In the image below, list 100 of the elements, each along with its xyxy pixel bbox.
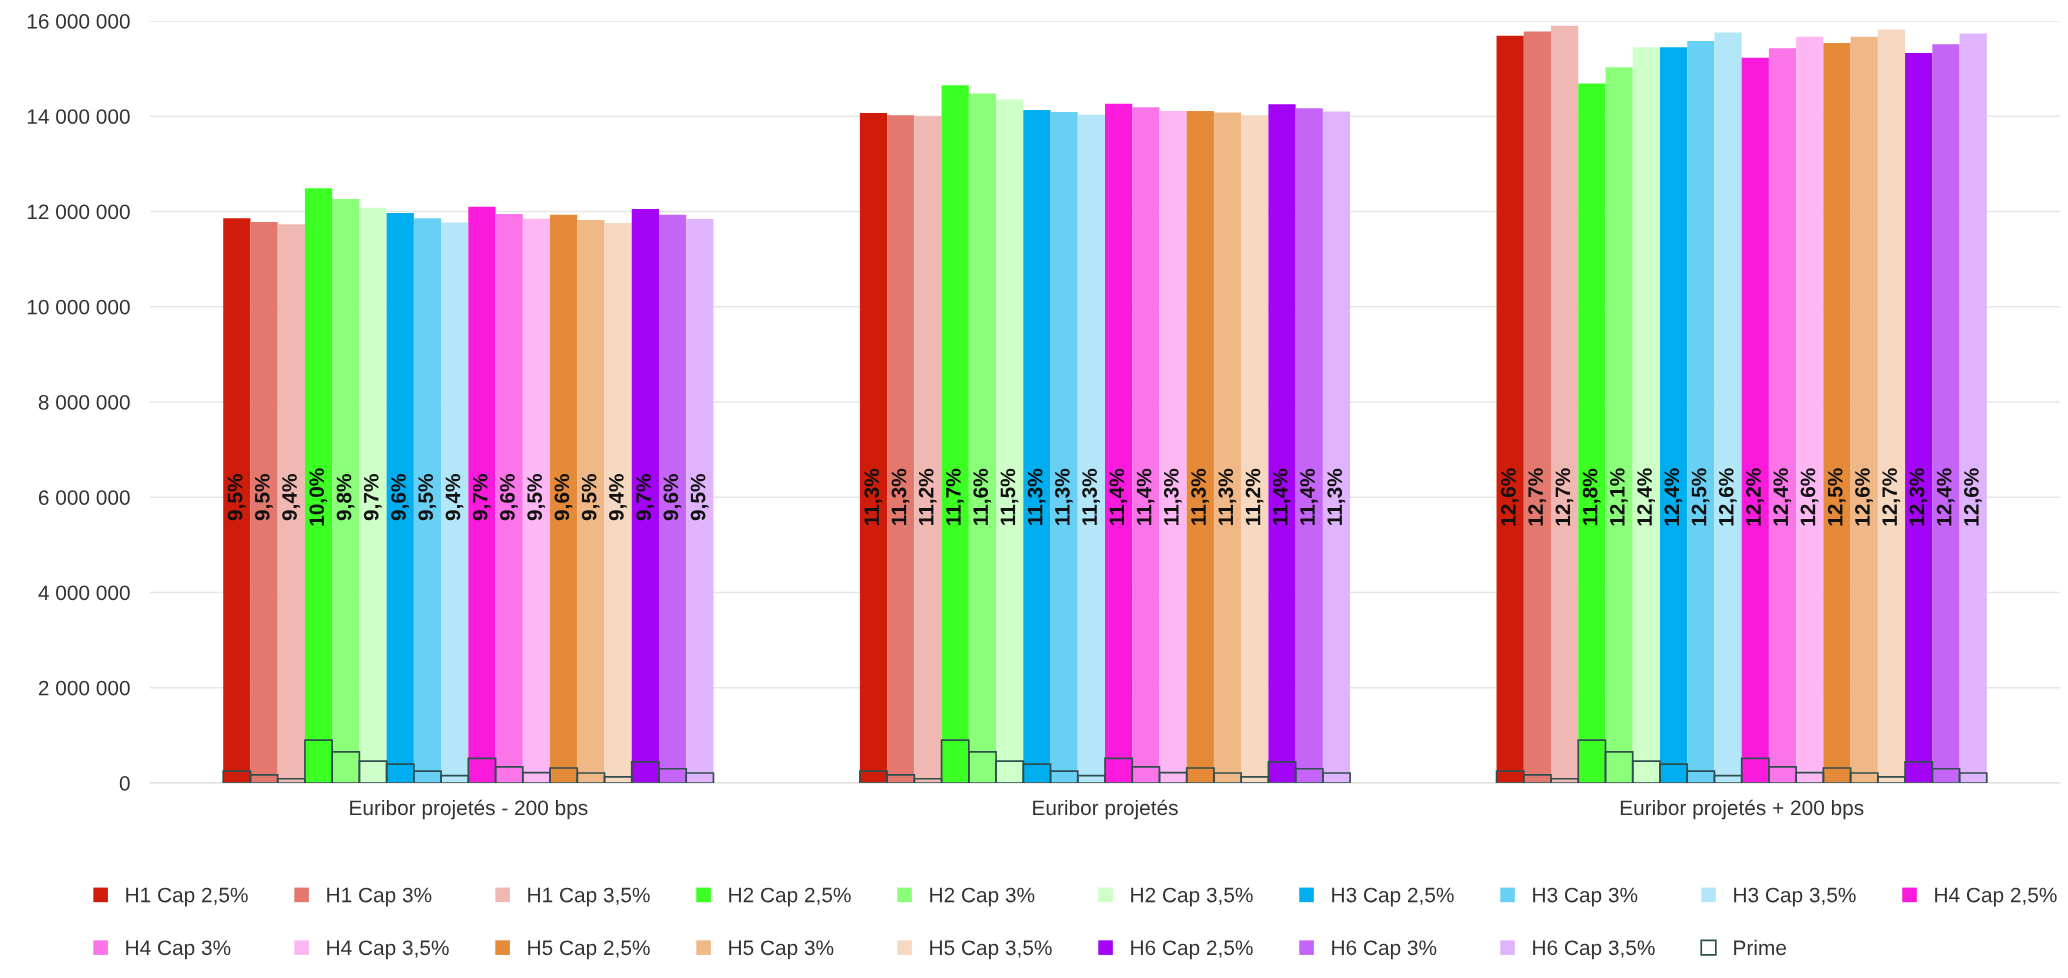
legend-label: H5 Cap 3% [729,940,834,960]
annotation: 11,3% [1218,468,1237,525]
bar [386,212,414,783]
bar [1714,32,1742,783]
annotation: 9,5% [227,474,246,521]
bar [1605,67,1633,783]
annotation: 9,7% [636,474,654,521]
annotation: 9,7% [363,474,382,521]
bar [1823,42,1851,783]
legend-label: Prime [1734,939,1786,956]
x-tick-label: Euribor projetés - 200 bps [350,799,588,820]
bar [522,218,551,783]
legend-label: H3 Cap 2,5% [1332,887,1454,907]
annotation: 11,4% [1109,468,1128,525]
annotation: 11,3% [1327,468,1346,525]
x-tick-label: Euribor projetés + 200 bps [1620,799,1864,820]
annotation: 11,3% [864,468,883,525]
annotation: 11,4% [1136,468,1155,525]
legend-label: H4 Cap 3% [126,940,231,960]
annotation: 9,5% [418,474,437,521]
bar [1768,48,1797,783]
legend-label: H5 Cap 2,5% [528,940,650,960]
y-tick-label: 16 000 000 [27,14,130,29]
x-tick-label: Euribor projetés [1033,799,1178,820]
bar [1632,47,1660,783]
annotation: 12,5% [1691,468,1710,526]
bar [604,222,632,783]
annotation: 9,5% [254,474,273,521]
bar [1268,104,1296,783]
annotation: 10,0% [309,468,328,526]
bar [441,222,469,783]
annotation: 9,6% [663,474,682,521]
annotation: 11,2% [1245,468,1264,525]
annotation: 9,6% [391,474,409,521]
annotation: 11,4% [1272,468,1291,525]
bar [304,188,333,783]
bar [1077,114,1105,783]
bar [1741,57,1769,783]
bar [250,221,278,783]
annotation: 12,7% [1528,468,1547,526]
bar [941,85,969,783]
annotation: 11,3% [1027,468,1046,525]
annotation: 9,5% [690,474,709,521]
bar [577,220,605,783]
annotation: 12,4% [1637,468,1655,526]
bar [1322,111,1351,783]
legend-label: H1 Cap 3,5% [528,887,650,907]
annotation: 12,6% [1718,468,1737,526]
y-tick-label: 2 000 000 [38,680,130,696]
bar [332,199,360,783]
bar [1932,44,1960,783]
annotation: 11,3% [891,468,910,525]
legend-label: H2 Cap 2,5% [729,887,851,907]
bar [1186,111,1214,783]
bar [968,93,997,783]
annotation: 11,4% [1300,468,1318,525]
bar [1295,108,1323,783]
bar [631,209,659,783]
legend-label: H5 Cap 3,5% [930,940,1052,960]
bar [1959,33,1987,783]
annotation: 9,4% [608,474,627,521]
bar [277,224,305,783]
annotation: 11,8% [1582,468,1601,525]
legend-label: H1 Cap 2,5% [126,887,248,907]
annotation: 12,3% [1909,468,1928,526]
legend-label: H2 Cap 3,5% [1131,887,1253,907]
bar [1105,103,1133,783]
annotation: 9,5% [581,474,600,521]
bar [996,99,1024,783]
bar [1905,52,1933,783]
y-tick-label: 10 000 000 [27,299,130,315]
legend-label: H4 Cap 2,5% [1935,887,2057,907]
bar [1496,35,1524,783]
bar [1850,36,1878,783]
bar [223,218,251,783]
legend-label: H6 Cap 3% [1332,940,1437,960]
annotation: 12,5% [1827,468,1846,526]
bar [1551,25,1579,783]
y-tick-label: 6 000 000 [38,490,130,505]
bar [1023,110,1051,783]
annotation: 9,4% [282,474,300,521]
annotation: 12,4% [1664,468,1683,526]
y-tick-label: 12 000 000 [27,204,130,220]
annotation: 9,5% [527,474,546,521]
annotation: 12,4% [1773,468,1792,526]
annotation: 12,1% [1609,468,1628,526]
annotation: 9,7% [472,474,491,521]
bar [914,116,942,783]
annotation: 11,3% [1163,468,1182,525]
bar [550,214,578,783]
annotation: 11,3% [1082,468,1100,525]
bar [1132,107,1160,783]
legend-label: H3 Cap 3% [1533,887,1638,907]
y-tick-label: 14 000 000 [27,109,130,124]
annotation: 11,3% [1054,468,1073,525]
annotation: 9,6% [500,474,518,521]
legend-label: H3 Cap 3,5% [1734,887,1856,907]
y-tick-label: 0 [119,776,130,791]
annotation: 9,6% [554,474,573,521]
annotation: 11,6% [973,468,992,525]
